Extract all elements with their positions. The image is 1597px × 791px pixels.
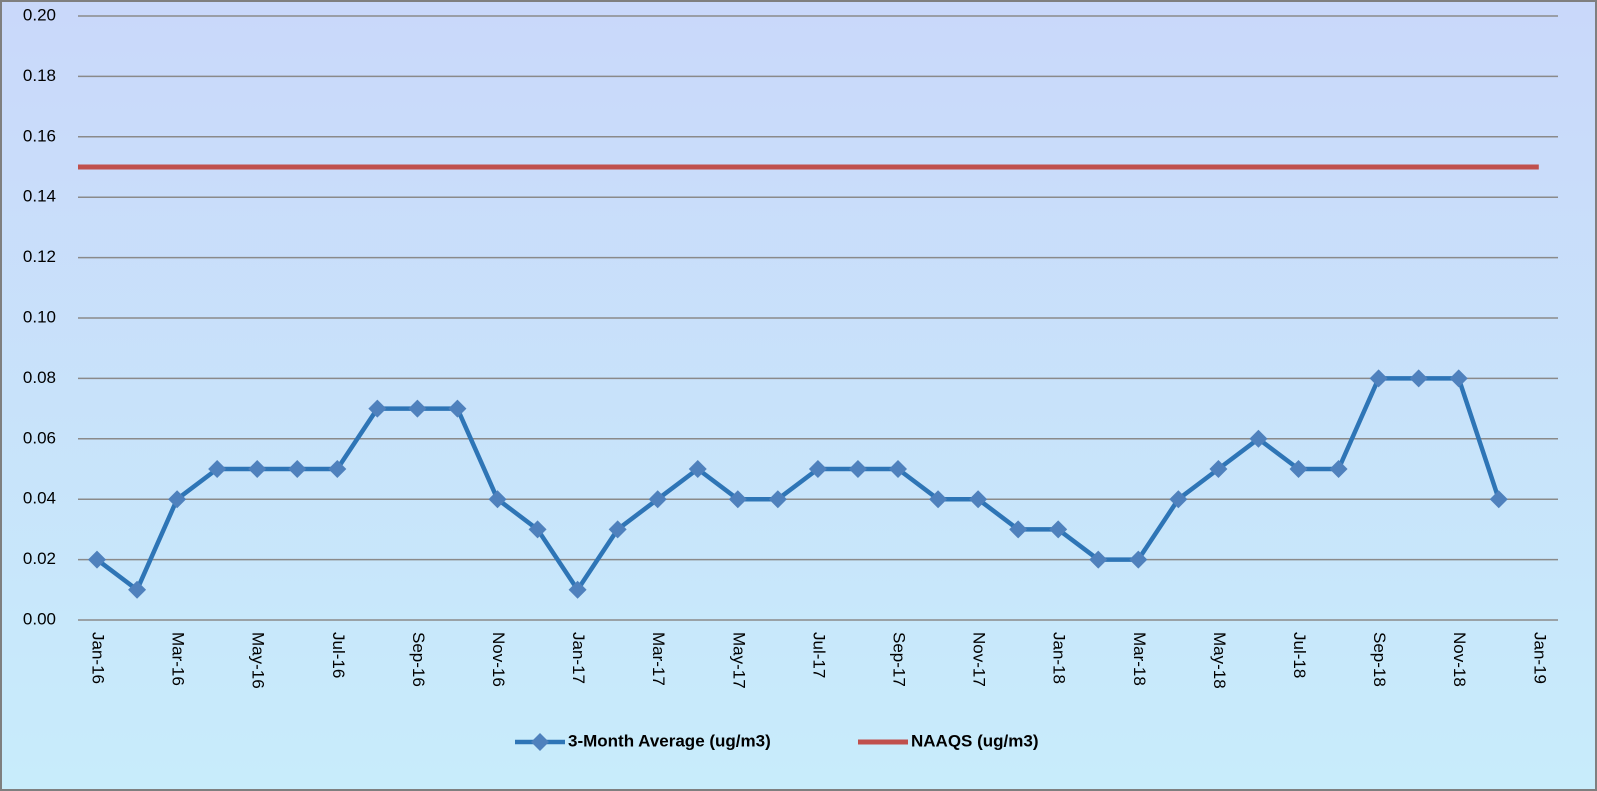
y-tick-label: 0.10 [23, 307, 56, 326]
x-tick-label: Nov-18 [1450, 632, 1469, 687]
x-tick-label: Jul-16 [329, 632, 348, 678]
data-marker [248, 460, 267, 478]
data-marker [1449, 369, 1468, 388]
x-tick-label: Jan-18 [1050, 632, 1069, 684]
data-marker [448, 399, 467, 418]
x-tick-label: Mar-17 [649, 632, 668, 686]
x-tick-label: Sep-16 [409, 632, 428, 687]
data-marker [969, 490, 988, 509]
data-marker [808, 460, 827, 478]
data-marker [688, 460, 707, 478]
data-marker [368, 399, 387, 418]
x-tick-label: May-18 [1210, 632, 1229, 689]
data-marker [408, 399, 427, 418]
y-tick-label: 0.18 [23, 66, 56, 85]
x-tick-label: Mar-18 [1130, 632, 1149, 686]
data-marker [288, 460, 307, 478]
x-tick-label: Jan-17 [569, 632, 588, 684]
x-tick-label: May-17 [729, 632, 748, 689]
legend-label: NAAQS (ug/m3) [911, 731, 1039, 750]
x-tick-label: May-16 [249, 632, 268, 689]
x-tick-label: Mar-16 [169, 632, 188, 686]
data-marker [648, 490, 667, 509]
x-tick-label: Nov-17 [970, 632, 989, 687]
data-marker [1409, 369, 1428, 388]
x-tick-label: Jul-17 [809, 632, 828, 678]
data-marker [168, 490, 187, 509]
x-tick-label: Sep-18 [1370, 632, 1389, 687]
data-marker [1329, 460, 1348, 478]
y-tick-label: 0.06 [23, 428, 56, 447]
data-marker [889, 460, 907, 478]
y-tick-label: 0.00 [23, 609, 56, 628]
data-marker [848, 460, 867, 478]
legend-label: 3-Month Average (ug/m3) [568, 731, 771, 750]
y-tick-label: 0.20 [23, 5, 56, 24]
y-tick-label: 0.12 [23, 247, 56, 266]
data-marker [1129, 550, 1148, 569]
data-marker [1289, 460, 1308, 478]
data-marker [608, 520, 627, 539]
legend-marker [531, 733, 549, 751]
x-tick-label: Jan-19 [1530, 632, 1549, 684]
data-marker [1009, 520, 1028, 539]
data-marker [128, 580, 147, 599]
y-tick-label: 0.14 [23, 187, 56, 206]
y-tick-label: 0.02 [23, 549, 56, 568]
data-marker [528, 520, 547, 539]
y-tick-label: 0.08 [23, 368, 56, 387]
data-marker [88, 550, 106, 569]
data-marker [1249, 429, 1268, 448]
data-marker [1369, 369, 1388, 388]
x-tick-label: Nov-16 [489, 632, 508, 687]
x-tick-label: Jan-16 [89, 632, 108, 684]
x-tick-label: Sep-17 [890, 632, 909, 687]
data-marker [1209, 460, 1228, 478]
y-tick-label: 0.16 [23, 126, 56, 145]
data-marker [929, 490, 948, 509]
data-marker [1489, 490, 1508, 509]
data-marker [1089, 550, 1108, 569]
data-marker [728, 490, 747, 509]
y-tick-label: 0.04 [23, 489, 56, 508]
data-marker [1169, 490, 1188, 509]
data-marker [328, 460, 347, 478]
data-marker [488, 490, 507, 509]
data-marker [208, 460, 227, 478]
data-marker [568, 580, 587, 599]
x-tick-label: Jul-18 [1290, 632, 1309, 678]
data-marker [1049, 520, 1068, 539]
data-marker [768, 490, 787, 509]
